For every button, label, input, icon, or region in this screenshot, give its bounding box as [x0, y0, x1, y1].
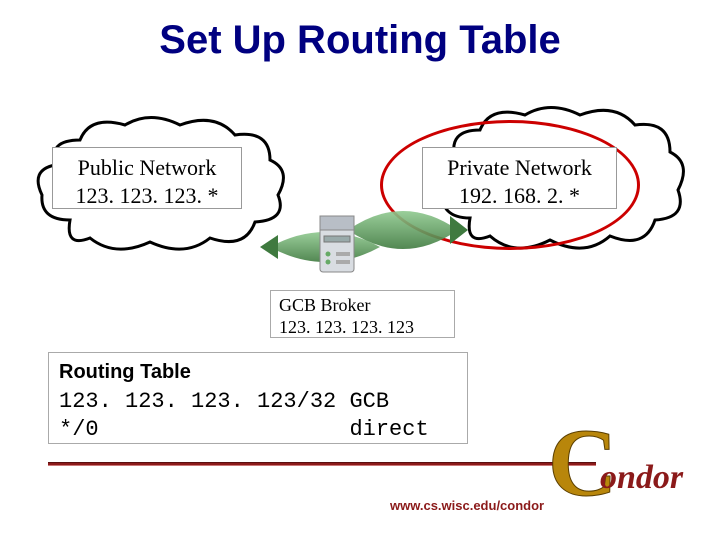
- private-network-addr: 192. 168. 2. *: [433, 182, 606, 210]
- svg-text:ondor: ondor: [600, 459, 684, 496]
- footer-url: www.cs.wisc.edu/condor: [390, 498, 544, 513]
- public-network-box: Public Network 123. 123. 123. *: [52, 147, 242, 209]
- public-network-label: Public Network: [63, 154, 231, 182]
- footer-rule: [48, 462, 596, 466]
- routing-heading: Routing Table: [59, 361, 191, 383]
- server-icon: [316, 210, 358, 276]
- gcb-broker-box: GCB Broker 123. 123. 123. 123: [270, 290, 455, 338]
- gcb-broker-label: GCB Broker: [279, 295, 446, 317]
- condor-logo: C ondor: [548, 410, 698, 520]
- routing-row-1: 123. 123. 123. 123/32 GCB: [59, 389, 389, 414]
- private-network-box: Private Network 192. 168. 2. *: [422, 147, 617, 209]
- routing-row-2: */0 direct: [59, 417, 429, 442]
- private-network-label: Private Network: [433, 154, 606, 182]
- public-network-addr: 123. 123. 123. *: [63, 182, 231, 210]
- gcb-broker-addr: 123. 123. 123. 123: [279, 317, 446, 339]
- page-title: Set Up Routing Table: [0, 18, 720, 63]
- routing-table-box: Routing Table 123. 123. 123. 123/32 GCB …: [48, 352, 468, 444]
